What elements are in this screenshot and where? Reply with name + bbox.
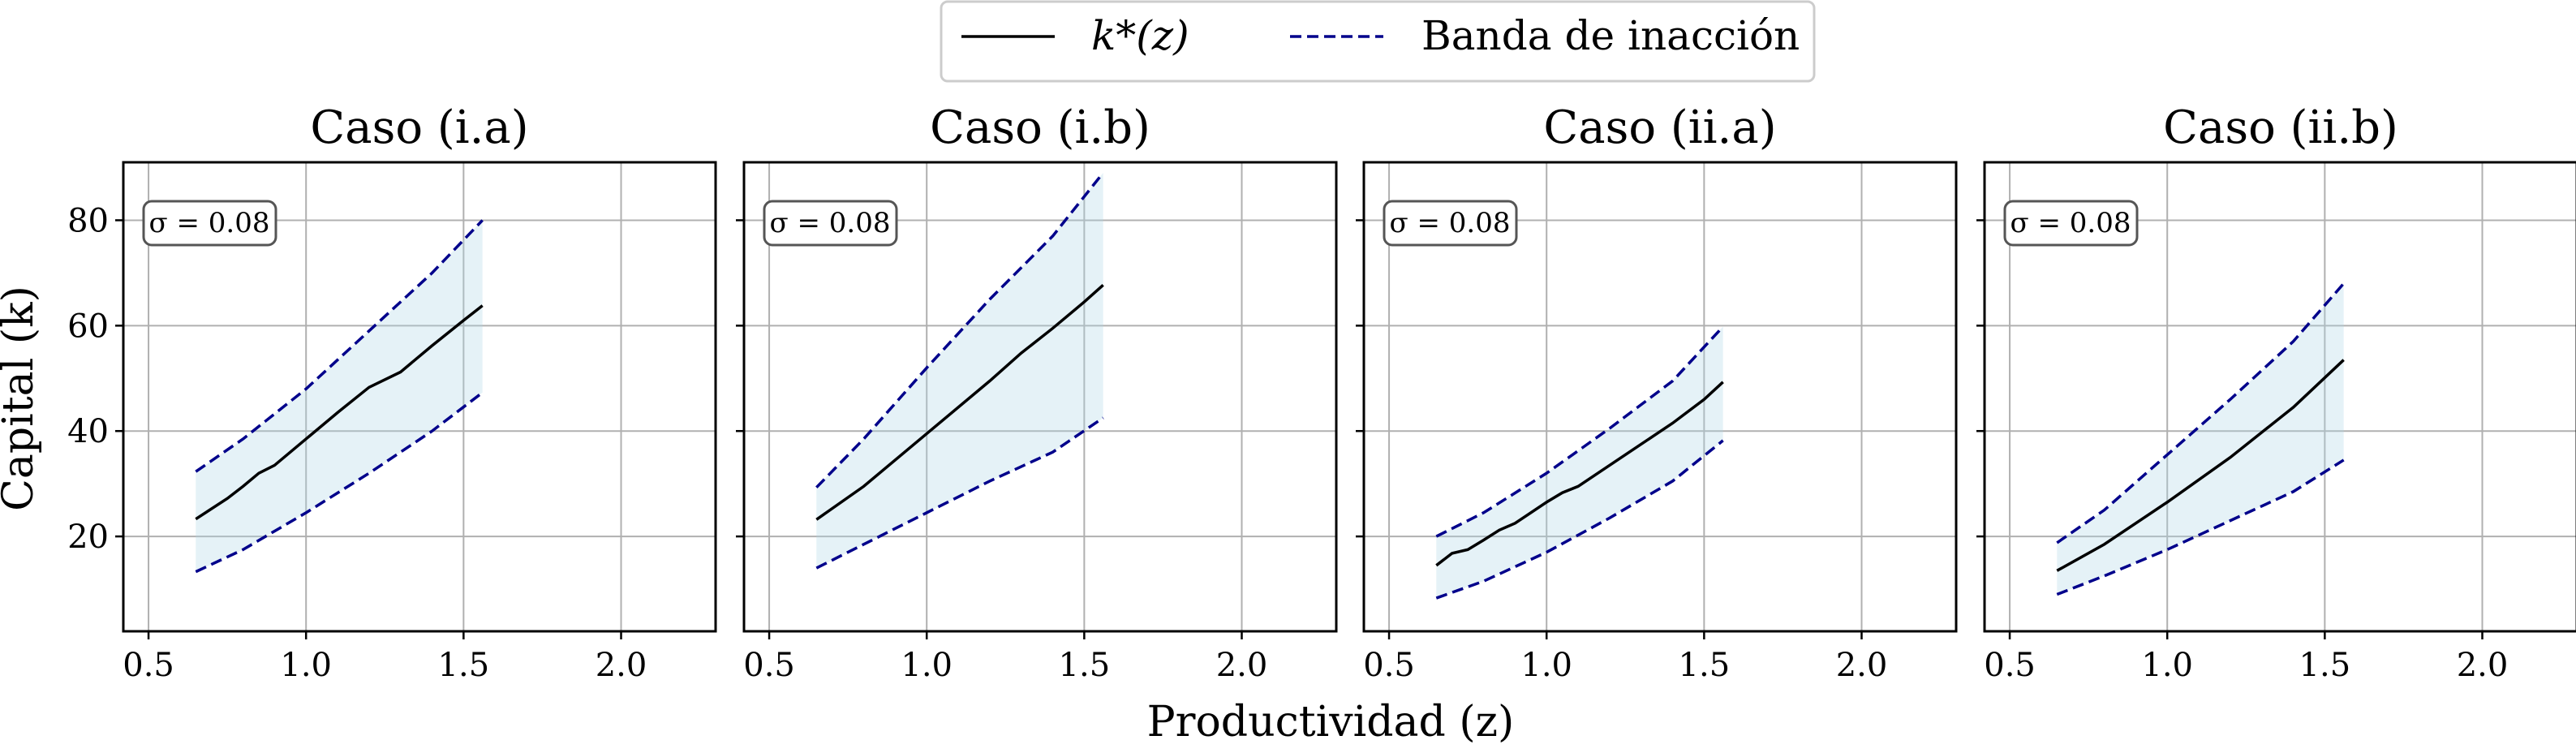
panel-3: 0.5 1.0 1.5 2.0 Caso (ii.a) σ = 0.08 xyxy=(1356,101,1958,684)
band-upper-line xyxy=(815,171,1105,488)
x-tick-label: 0.5 xyxy=(123,647,174,684)
y-axis-label: Capital (k) xyxy=(0,286,43,511)
y-tick-label: 40 xyxy=(67,413,109,450)
inaction-band-fill xyxy=(1436,326,1723,599)
sigma-annotation-box xyxy=(1383,200,1518,247)
x-tick-label: 2.0 xyxy=(1216,647,1268,684)
x-tick-label: 1.0 xyxy=(280,647,332,684)
band-lower-line xyxy=(2056,458,2345,596)
legend-frame xyxy=(940,0,1816,83)
sigma-annotation-box xyxy=(2003,200,2139,247)
kstar-line xyxy=(2056,359,2345,572)
axes-frame xyxy=(122,161,717,633)
panel-title: Caso (i.a) xyxy=(310,101,528,154)
x-tick-label: 1.0 xyxy=(1520,647,1572,684)
y-tick-label: 80 xyxy=(67,202,109,239)
panel-2: 0.5 1.0 1.5 2.0 Caso (i.b) σ = 0.08 xyxy=(736,101,1338,684)
band-lower-line xyxy=(815,416,1104,570)
kstar-line xyxy=(815,284,1104,521)
sigma-annotation-text: σ = 0.08 xyxy=(769,207,890,239)
x-tick-label: 1.0 xyxy=(901,647,953,684)
axes-frame xyxy=(1983,161,2576,633)
sigma-annotation-box xyxy=(142,200,277,247)
band-lower-line xyxy=(1435,439,1724,600)
axes-frame xyxy=(1362,161,1958,633)
band-lower-line xyxy=(195,391,484,574)
sigma-annotation-text: σ = 0.08 xyxy=(2010,207,2131,239)
inaction-band-fill xyxy=(816,172,1103,569)
x-tick-label: 0.5 xyxy=(1984,647,2036,684)
x-tick-label: 2.0 xyxy=(2457,647,2509,684)
x-tick-label: 1.5 xyxy=(438,647,490,684)
panel-title: Caso (ii.b) xyxy=(2163,101,2398,154)
panel-1: 0.5 1.0 1.5 2.0 20 40 60 80 Caso (i.a) σ = 0.08 xyxy=(67,101,717,684)
panel-4: 0.5 1.0 1.5 2.0 Caso (ii.b) σ = 0.08 xyxy=(1976,101,2576,684)
sigma-annotation-box xyxy=(763,200,898,247)
x-tick-label: 1.5 xyxy=(1059,647,1111,684)
y-tick-label: 20 xyxy=(67,518,109,556)
legend: k*(z) Banda de inacción xyxy=(940,0,1816,83)
kstar-line xyxy=(1435,381,1724,567)
x-tick-label: 0.5 xyxy=(743,647,795,684)
inaction-band-fill xyxy=(196,220,483,572)
legend-label-kstar: k*(z) xyxy=(1091,12,1189,59)
legend-label-band: Banda de inacción xyxy=(1421,12,1800,59)
x-tick-label: 0.5 xyxy=(1363,647,1415,684)
sigma-annotation-text: σ = 0.08 xyxy=(1389,207,1510,239)
x-tick-label: 1.5 xyxy=(2299,647,2351,684)
x-tick-label: 2.0 xyxy=(596,647,647,684)
panel-title: Caso (i.b) xyxy=(930,101,1150,154)
axes-frame xyxy=(742,161,1338,633)
x-axis-label: Productividad (z) xyxy=(1147,698,1515,747)
x-tick-label: 2.0 xyxy=(1836,647,1888,684)
sigma-annotation-text: σ = 0.08 xyxy=(148,207,269,239)
band-upper-line xyxy=(195,219,484,473)
band-upper-line xyxy=(1435,325,1724,538)
x-tick-label: 1.5 xyxy=(1679,647,1731,684)
kstar-line xyxy=(195,304,484,521)
panel-title: Caso (ii.a) xyxy=(1543,101,1776,154)
y-tick-label: 60 xyxy=(67,308,109,345)
x-tick-label: 1.0 xyxy=(2141,647,2193,684)
